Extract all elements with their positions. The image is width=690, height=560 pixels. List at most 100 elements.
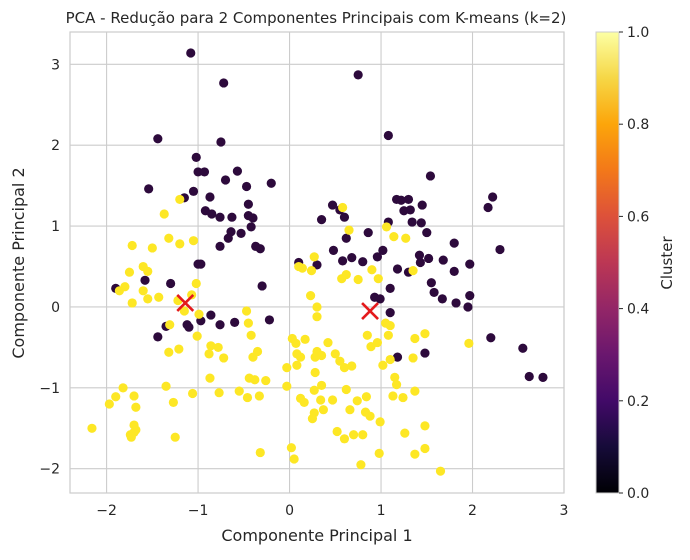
scatter-point-cluster-0 bbox=[227, 212, 237, 222]
scatter-point-cluster-1 bbox=[400, 428, 410, 438]
scatter-point-cluster-1 bbox=[312, 312, 322, 322]
scatter-point-cluster-1 bbox=[246, 330, 256, 340]
scatter-point-cluster-1 bbox=[188, 236, 199, 246]
scatter-point-cluster-1 bbox=[345, 405, 355, 415]
scatter-point-cluster-0 bbox=[219, 78, 229, 88]
scatter-point-cluster-0 bbox=[338, 256, 348, 266]
scatter-point-cluster-1 bbox=[358, 430, 368, 440]
scatter-point-cluster-0 bbox=[255, 244, 265, 254]
scatter-point-cluster-1 bbox=[205, 373, 215, 383]
scatter-point-cluster-1 bbox=[111, 392, 121, 402]
scatter-point-cluster-1 bbox=[131, 425, 141, 435]
x-tick-label: −1 bbox=[188, 503, 209, 519]
colorbar bbox=[595, 31, 620, 494]
scatter-point-cluster-1 bbox=[292, 360, 302, 370]
scatter-point-cluster-0 bbox=[422, 227, 432, 238]
scatter-point-cluster-0 bbox=[186, 48, 196, 58]
scatter-point-cluster-0 bbox=[463, 302, 473, 312]
scatter-point-cluster-0 bbox=[429, 287, 439, 298]
scatter-point-cluster-1 bbox=[175, 194, 185, 205]
x-tick-label: 0 bbox=[285, 503, 294, 519]
scatter-point-cluster-0 bbox=[236, 228, 246, 238]
colorbar-tick-label: 0.4 bbox=[627, 302, 649, 318]
scatter-point-cluster-1 bbox=[206, 341, 216, 351]
scatter-point-cluster-0 bbox=[243, 199, 253, 209]
scatter-point-cluster-1 bbox=[367, 265, 377, 275]
scatter-point-cluster-1 bbox=[244, 373, 254, 383]
scatter-point-cluster-1 bbox=[164, 347, 174, 357]
scatter-point-cluster-1 bbox=[242, 392, 253, 403]
y-tick-labels: −2 −1 0 1 2 3 bbox=[39, 57, 60, 477]
scatter-point-cluster-1 bbox=[118, 383, 128, 393]
scatter-point-cluster-0 bbox=[375, 294, 385, 304]
scatter-point-cluster-1 bbox=[391, 380, 402, 390]
centroid-marker bbox=[176, 294, 195, 312]
scatter-point-cluster-0 bbox=[425, 171, 436, 181]
scatter-point-cluster-1 bbox=[234, 386, 244, 396]
scatter-point-cluster-1 bbox=[241, 306, 252, 316]
scatter-point-cluster-1 bbox=[192, 331, 202, 341]
scatter-point-cluster-1 bbox=[381, 222, 392, 232]
scatter-point-cluster-1 bbox=[289, 454, 299, 464]
scatter-point-cluster-0 bbox=[378, 245, 388, 255]
x-axis-label: Componente Principal 1 bbox=[221, 526, 412, 545]
scatter-point-cluster-0 bbox=[392, 264, 403, 274]
scatter-point-cluster-0 bbox=[193, 167, 203, 177]
scatter-point-cluster-0 bbox=[396, 195, 406, 205]
scatter-point-cluster-0 bbox=[188, 186, 199, 196]
scatter-point-cluster-1 bbox=[344, 225, 354, 235]
scatter-point-cluster-1 bbox=[388, 391, 398, 401]
scatter-point-cluster-1 bbox=[385, 354, 395, 365]
scatter-point-cluster-1 bbox=[335, 356, 345, 366]
scatter-point-cluster-0 bbox=[538, 372, 548, 382]
scatter-point-cluster-1 bbox=[170, 432, 180, 442]
scatter-point-cluster-1 bbox=[104, 399, 114, 409]
scatter-point-cluster-1 bbox=[126, 432, 136, 442]
scatter-point-cluster-1 bbox=[330, 349, 340, 359]
scatter-point-cluster-1 bbox=[362, 330, 372, 340]
scatter-point-cluster-1 bbox=[310, 367, 320, 378]
scatter-point-cluster-1 bbox=[129, 391, 139, 401]
scatter-point-cluster-1 bbox=[204, 349, 214, 359]
scatter-point-cluster-0 bbox=[216, 137, 226, 147]
scatter-point-cluster-0 bbox=[246, 222, 256, 232]
scatter-point-cluster-1 bbox=[214, 388, 224, 398]
scatter-point-cluster-1 bbox=[138, 286, 148, 296]
scatter-point-cluster-1 bbox=[339, 363, 350, 373]
scatter-point-cluster-1 bbox=[420, 421, 430, 431]
scatter-point-cluster-0 bbox=[215, 320, 225, 330]
scatter-point-cluster-1 bbox=[435, 466, 446, 476]
scatter-point-cluster-1 bbox=[124, 267, 135, 277]
scatter-point-cluster-1 bbox=[312, 302, 322, 312]
y-axis-label: Componente Principal 2 bbox=[9, 167, 28, 358]
scatter-point-cluster-1 bbox=[309, 385, 319, 395]
scatter-point-cluster-1 bbox=[420, 443, 430, 454]
scatter-point-cluster-0 bbox=[416, 218, 426, 228]
colorbar-tick-label: 0.2 bbox=[627, 394, 649, 410]
scatter-point-cluster-1 bbox=[309, 252, 319, 262]
scatter-point-cluster-1 bbox=[147, 243, 157, 253]
scatter-point-cluster-1 bbox=[398, 392, 408, 403]
scatter-point-cluster-1 bbox=[410, 333, 420, 344]
y-tick-label: 3 bbox=[51, 57, 60, 73]
scatter-point-cluster-1 bbox=[408, 265, 418, 276]
scatter-point-cluster-1 bbox=[187, 388, 198, 399]
x-tick-labels: −2 −1 0 1 2 3 bbox=[96, 503, 568, 519]
scatter-point-cluster-1 bbox=[243, 318, 253, 328]
scatter-point-cluster-1 bbox=[374, 448, 384, 458]
scatter-point-cluster-1 bbox=[348, 430, 359, 440]
scatter-point-cluster-1 bbox=[341, 384, 351, 395]
scatter-point-cluster-1 bbox=[464, 338, 474, 348]
y-tick-label: 2 bbox=[51, 138, 60, 154]
scatter-point-cluster-1 bbox=[143, 266, 153, 276]
scatter-point-cluster-0 bbox=[385, 308, 395, 318]
y-tick-label: 0 bbox=[51, 300, 60, 316]
y-tick-label: −1 bbox=[39, 381, 60, 397]
scatter-point-cluster-1 bbox=[410, 449, 420, 459]
scatter-point-cluster-1 bbox=[373, 274, 383, 284]
scatter-point-cluster-0 bbox=[257, 281, 267, 291]
scatter-point-cluster-1 bbox=[219, 353, 229, 363]
scatter-point-cluster-1 bbox=[300, 334, 310, 344]
